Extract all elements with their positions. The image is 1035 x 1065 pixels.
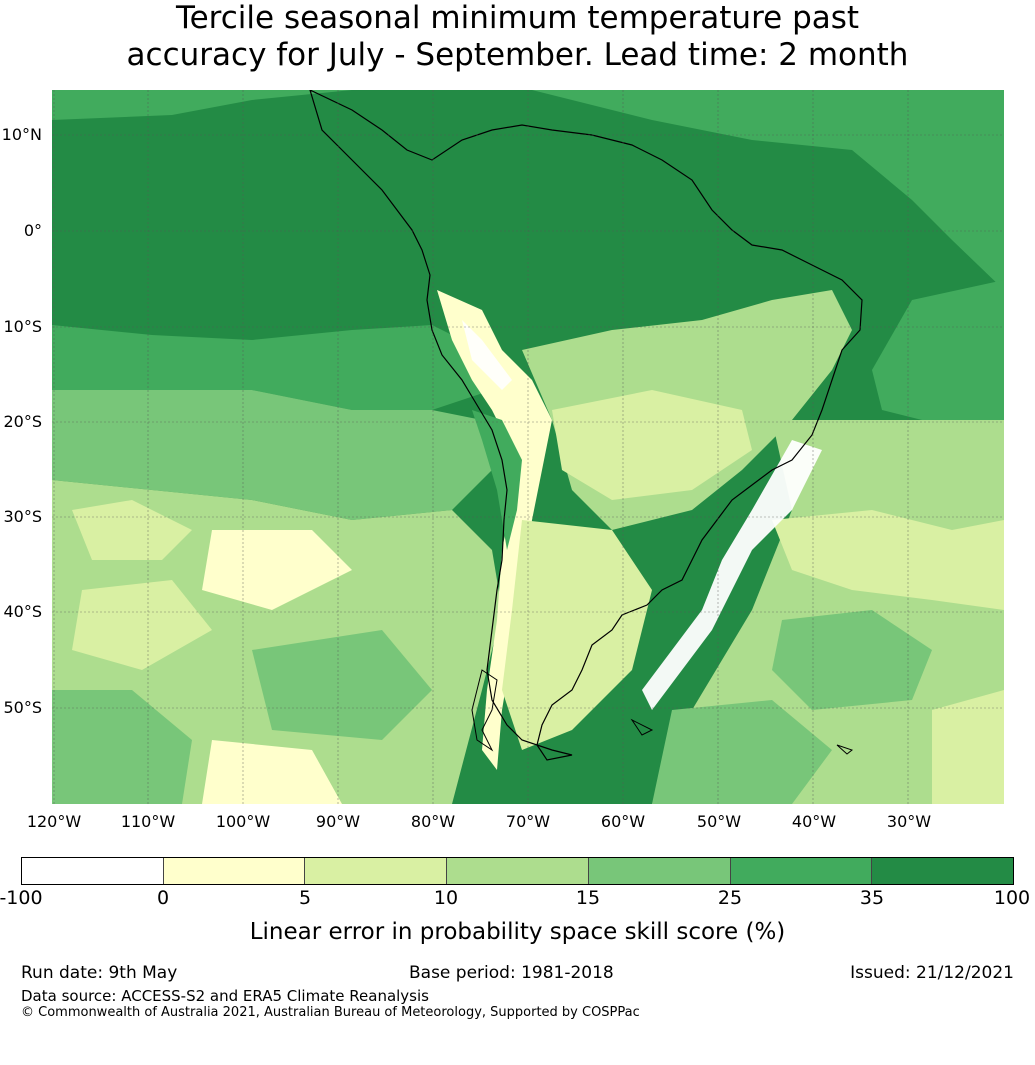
colorbar-segment-1 <box>22 858 164 884</box>
field-atlantic-patch-4 <box>932 690 1004 804</box>
title-line-2: accuracy for July - September. Lead time… <box>126 37 909 73</box>
colorbar-segment-3 <box>305 858 448 884</box>
field-band-north-left <box>52 90 352 120</box>
lon-label-90w: 90°W <box>315 812 361 831</box>
lat-label-30s: 30°S <box>3 507 42 526</box>
lon-label-80w: 80°W <box>410 812 456 831</box>
field-southern-cone <box>502 520 652 750</box>
colorbar <box>21 857 1014 885</box>
map-svg <box>52 90 1004 804</box>
colorbar-tick-4: 10 <box>433 887 459 909</box>
lat-label-0: 0° <box>23 221 42 240</box>
field-andes-light <box>437 290 552 770</box>
field-band-pacific <box>52 325 492 410</box>
lon-label-120w: 120°W <box>26 812 82 831</box>
lon-label-70w: 70°W <box>505 812 551 831</box>
field-atlantic-patch-1 <box>772 510 1004 610</box>
field-coastal-white <box>642 440 822 710</box>
falklands-outline <box>630 718 654 736</box>
field-band-north-right <box>532 90 1004 290</box>
lon-label-60w: 60°W <box>600 812 646 831</box>
lat-label-10s: 10°S <box>3 317 42 336</box>
colorbar-segment-7 <box>872 858 1014 884</box>
lat-label-50s: 50°S <box>3 698 42 717</box>
south-georgia-outline <box>836 744 854 755</box>
lon-label-100w: 100°W <box>215 812 271 831</box>
field-pacific-patch-3 <box>72 580 212 670</box>
lon-label-110w: 110°W <box>120 812 176 831</box>
lat-label-20s: 20°S <box>3 412 42 431</box>
colorbar-tick-3: 5 <box>298 887 312 909</box>
base-period: Base period: 1981-2018 <box>409 963 614 983</box>
field-band-atlantic <box>872 280 1004 420</box>
colorbar-tick-7: 35 <box>859 887 885 909</box>
lat-label-10n: 10°N <box>1 125 42 144</box>
data-source: Data source: ACCESS-S2 and ERA5 Climate … <box>21 987 429 1005</box>
colorbar-segment-6 <box>730 858 873 884</box>
colorbar-segment-5 <box>588 858 731 884</box>
graticule <box>52 90 1004 804</box>
chart-title: Tercile seasonal minimum temperature pas… <box>0 0 1035 74</box>
field-atlantic-patch-2 <box>772 610 932 710</box>
lon-label-50w: 50°W <box>696 812 742 831</box>
issued-date: Issued: 21/12/2021 <box>850 963 1014 983</box>
lat-label-40s: 40°S <box>3 602 42 621</box>
field-andes-white <box>462 320 512 390</box>
field-atlantic-patch-3 <box>652 700 832 804</box>
colorbar-segment-4 <box>447 858 589 884</box>
field-pacific-patch-1 <box>72 500 192 560</box>
colorbar-tick-1: -100 <box>0 887 43 909</box>
colorbar-tick-6: 25 <box>717 887 743 909</box>
colorbar-tick-5: 15 <box>575 887 601 909</box>
colorbar-label: Linear error in probability space skill … <box>249 919 786 945</box>
skill-score-map <box>52 90 1004 804</box>
field-pacific-patch-4 <box>252 630 432 740</box>
field-pacific-mid <box>52 390 492 520</box>
colorbar-tick-8: 100 <box>993 887 1031 909</box>
colorbar-segment-2 <box>163 858 306 884</box>
lon-label-40w: 40°W <box>791 812 837 831</box>
copyright: © Commonwealth of Australia 2021, Austra… <box>21 1005 640 1020</box>
south-america-coastline <box>309 90 863 761</box>
field-pacific-patch-5 <box>52 690 192 804</box>
lon-label-30w: 30°W <box>886 812 932 831</box>
run-date: Run date: 9th May <box>21 963 178 983</box>
field-pacific-patch-6 <box>202 740 342 804</box>
field-chile-green <box>472 410 522 550</box>
chile-fjords-outline <box>471 669 498 752</box>
colorbar-tick-2: 0 <box>156 887 170 909</box>
field-continent-light <box>552 390 752 500</box>
field-pacific-patch-2 <box>202 530 352 610</box>
title-line-1: Tercile seasonal minimum temperature pas… <box>175 0 860 36</box>
